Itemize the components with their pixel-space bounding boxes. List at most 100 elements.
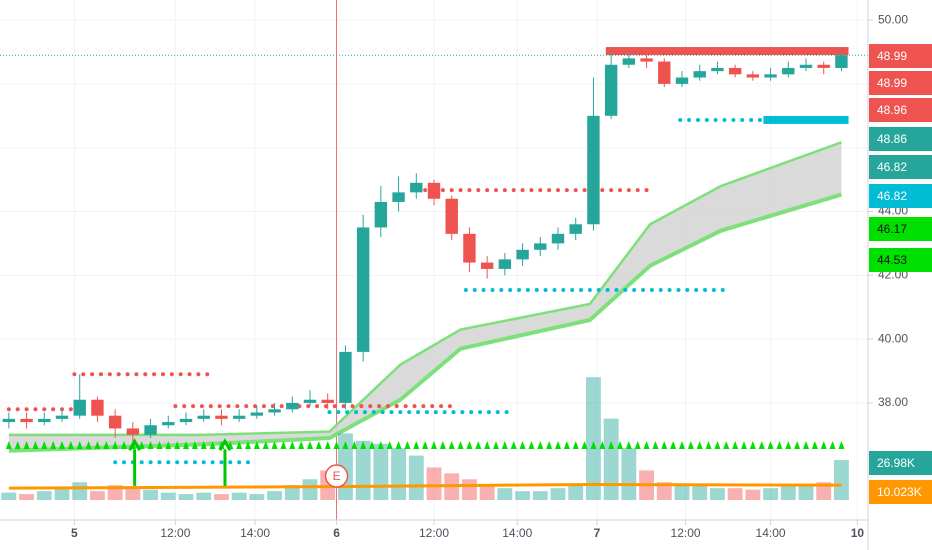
dot <box>332 404 337 409</box>
volume-bar <box>745 489 761 500</box>
dot <box>81 372 86 377</box>
dot <box>678 117 683 122</box>
triangle <box>528 441 535 450</box>
volume-bar <box>621 448 637 500</box>
volume-bar <box>568 485 584 500</box>
volume-bar <box>231 492 247 500</box>
dot <box>596 287 601 292</box>
volume-bar <box>763 488 779 500</box>
candle-body <box>498 259 512 269</box>
triangle <box>732 441 739 450</box>
candle-body <box>2 418 16 423</box>
level-bar <box>763 115 849 124</box>
triangle <box>475 441 482 450</box>
dot <box>306 404 311 409</box>
dot <box>703 287 708 292</box>
triangle <box>386 441 393 450</box>
triangle <box>422 441 429 450</box>
dot <box>529 188 534 193</box>
dot <box>90 372 95 377</box>
triangle <box>572 441 579 450</box>
dot <box>658 287 663 292</box>
dot <box>614 287 619 292</box>
candle-body <box>463 233 476 263</box>
dot <box>600 188 605 193</box>
price-badge-label: 48.96 <box>877 103 907 117</box>
volume-bar <box>833 460 849 500</box>
signal-arrow <box>128 438 141 486</box>
triangle <box>191 441 198 450</box>
dot <box>463 287 468 292</box>
triangle <box>121 441 127 450</box>
dot <box>187 372 192 377</box>
triangle <box>85 441 92 450</box>
dot <box>685 287 690 292</box>
dot <box>323 404 328 409</box>
dot <box>359 404 364 409</box>
dot <box>490 287 495 292</box>
candle-body <box>569 224 582 234</box>
triangle <box>351 441 358 450</box>
volume-bar <box>426 467 442 500</box>
dot <box>520 188 525 193</box>
volume-bar <box>816 482 832 500</box>
candle-body <box>144 425 157 435</box>
triangle <box>670 441 677 450</box>
candle-body <box>91 399 104 416</box>
volume-bar <box>479 485 495 500</box>
volume-bar <box>656 482 672 500</box>
volume-bar <box>692 485 708 500</box>
dot <box>385 404 390 409</box>
dot <box>618 188 622 193</box>
triangle <box>138 441 145 450</box>
triangle <box>76 441 83 450</box>
dot <box>579 287 584 292</box>
price-badge-label: 48.99 <box>877 49 907 63</box>
dot <box>704 117 709 122</box>
price-badge <box>869 248 932 272</box>
dot <box>534 287 539 292</box>
triangle <box>501 441 508 450</box>
candle-body <box>799 64 813 68</box>
triangle <box>183 441 189 450</box>
triangle <box>803 441 809 450</box>
triangle <box>59 441 65 450</box>
triangle <box>608 441 615 450</box>
price-badge <box>869 155 932 179</box>
event-marker <box>324 464 349 488</box>
candle-body <box>640 58 653 62</box>
triangle <box>103 441 110 450</box>
signal-arrow <box>218 438 232 486</box>
dot <box>217 404 222 409</box>
candle-body <box>604 64 618 116</box>
triangle <box>546 441 553 450</box>
dot <box>377 404 382 409</box>
dot <box>757 117 762 122</box>
triangle <box>625 441 632 450</box>
level-bar <box>605 47 849 56</box>
triangle <box>643 441 650 450</box>
dot <box>371 410 376 415</box>
dot <box>649 287 654 292</box>
triangle <box>209 441 216 450</box>
dot <box>481 287 486 292</box>
candle-body <box>728 67 742 75</box>
dot <box>98 372 103 377</box>
dot <box>430 404 435 409</box>
dot <box>175 460 180 465</box>
dot <box>327 410 332 415</box>
triangle <box>448 441 455 450</box>
triangle <box>457 441 464 450</box>
candle-body <box>303 399 317 403</box>
candle-body <box>268 409 281 413</box>
price-badge <box>869 71 932 95</box>
dot <box>226 404 231 409</box>
dot <box>447 404 452 409</box>
triangle <box>156 441 163 450</box>
volume-bar <box>780 485 796 500</box>
triangle <box>705 441 712 450</box>
dot <box>380 410 385 415</box>
volume-bar <box>674 485 690 500</box>
dot <box>237 460 242 465</box>
triangle <box>679 441 685 450</box>
